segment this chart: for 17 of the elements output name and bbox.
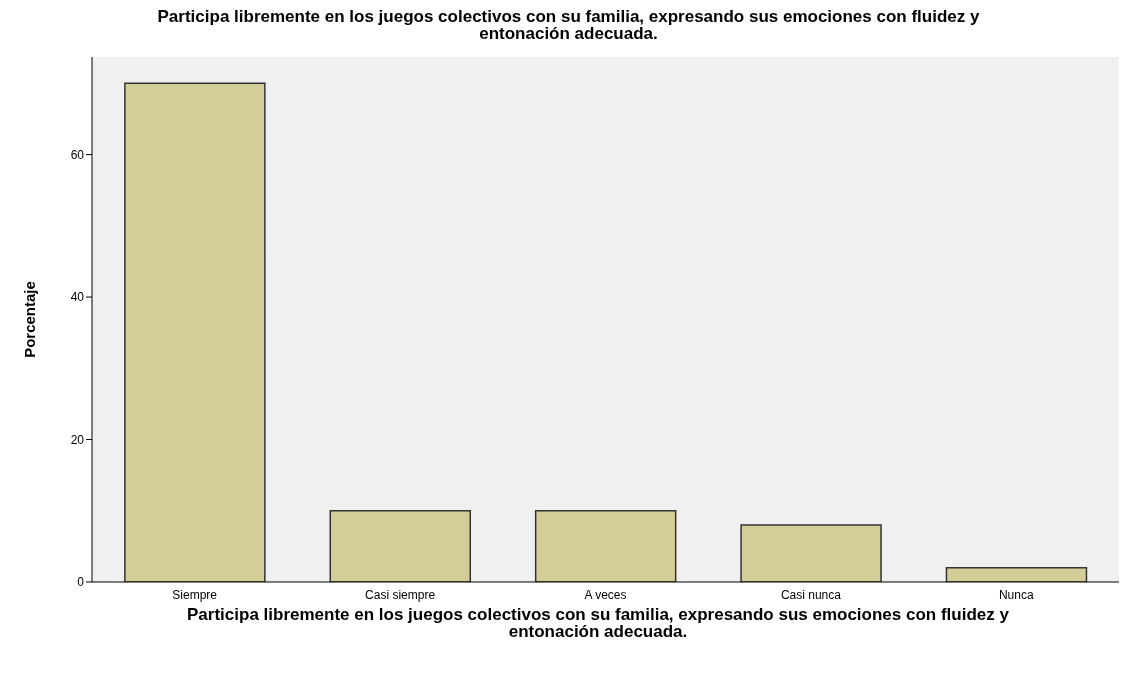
y-tick-label: 60 — [70, 147, 85, 162]
x-tick-label: Casi nunca — [780, 587, 842, 602]
bar — [124, 82, 266, 582]
x-axis-title: Participa libremente en los juegos colectivos con su familia, expresando sus emociones con fluidez y entonación adecuada. — [186, 605, 1010, 641]
y-tick-label: 0 — [77, 575, 85, 590]
x-tick-label: Siempre — [172, 587, 218, 602]
x-tick-label: Nunca — [998, 587, 1034, 602]
x-tick-label: A veces — [584, 587, 627, 602]
y-axis-title: Porcentaje — [21, 281, 39, 358]
bar — [534, 510, 677, 582]
bar — [740, 524, 882, 582]
bar — [329, 510, 472, 582]
y-tick-label: 20 — [70, 432, 85, 447]
y-tick-label: 40 — [70, 290, 85, 305]
bar — [945, 567, 1088, 582]
chart-title: Participa libremente en los juegos colectivos con su familia, expresando sus emociones con fluidez y entonación adecuada. — [156, 7, 981, 43]
x-tick-label: Casi siempre — [365, 587, 436, 602]
